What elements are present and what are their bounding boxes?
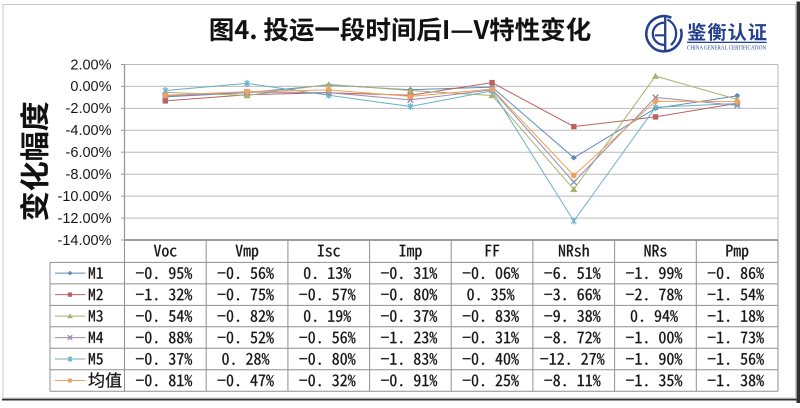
svg-text:-4.00%: -4.00% <box>66 123 112 139</box>
svg-text:-14.00%: -14.00% <box>57 233 111 249</box>
svg-text:-12.00%: -12.00% <box>57 211 111 227</box>
svg-text:CHINA GENERAL CERTIFICATION: CHINA GENERAL CERTIFICATION <box>687 44 766 51</box>
svg-text:-2.00%: -2.00% <box>66 101 112 117</box>
svg-text:-6.00%: -6.00% <box>66 145 112 161</box>
svg-text:-8.00%: -8.00% <box>66 167 112 183</box>
svg-text:2.00%: 2.00% <box>70 57 111 73</box>
svg-text:0.00%: 0.00% <box>70 79 111 95</box>
svg-text:-10.00%: -10.00% <box>57 189 111 205</box>
